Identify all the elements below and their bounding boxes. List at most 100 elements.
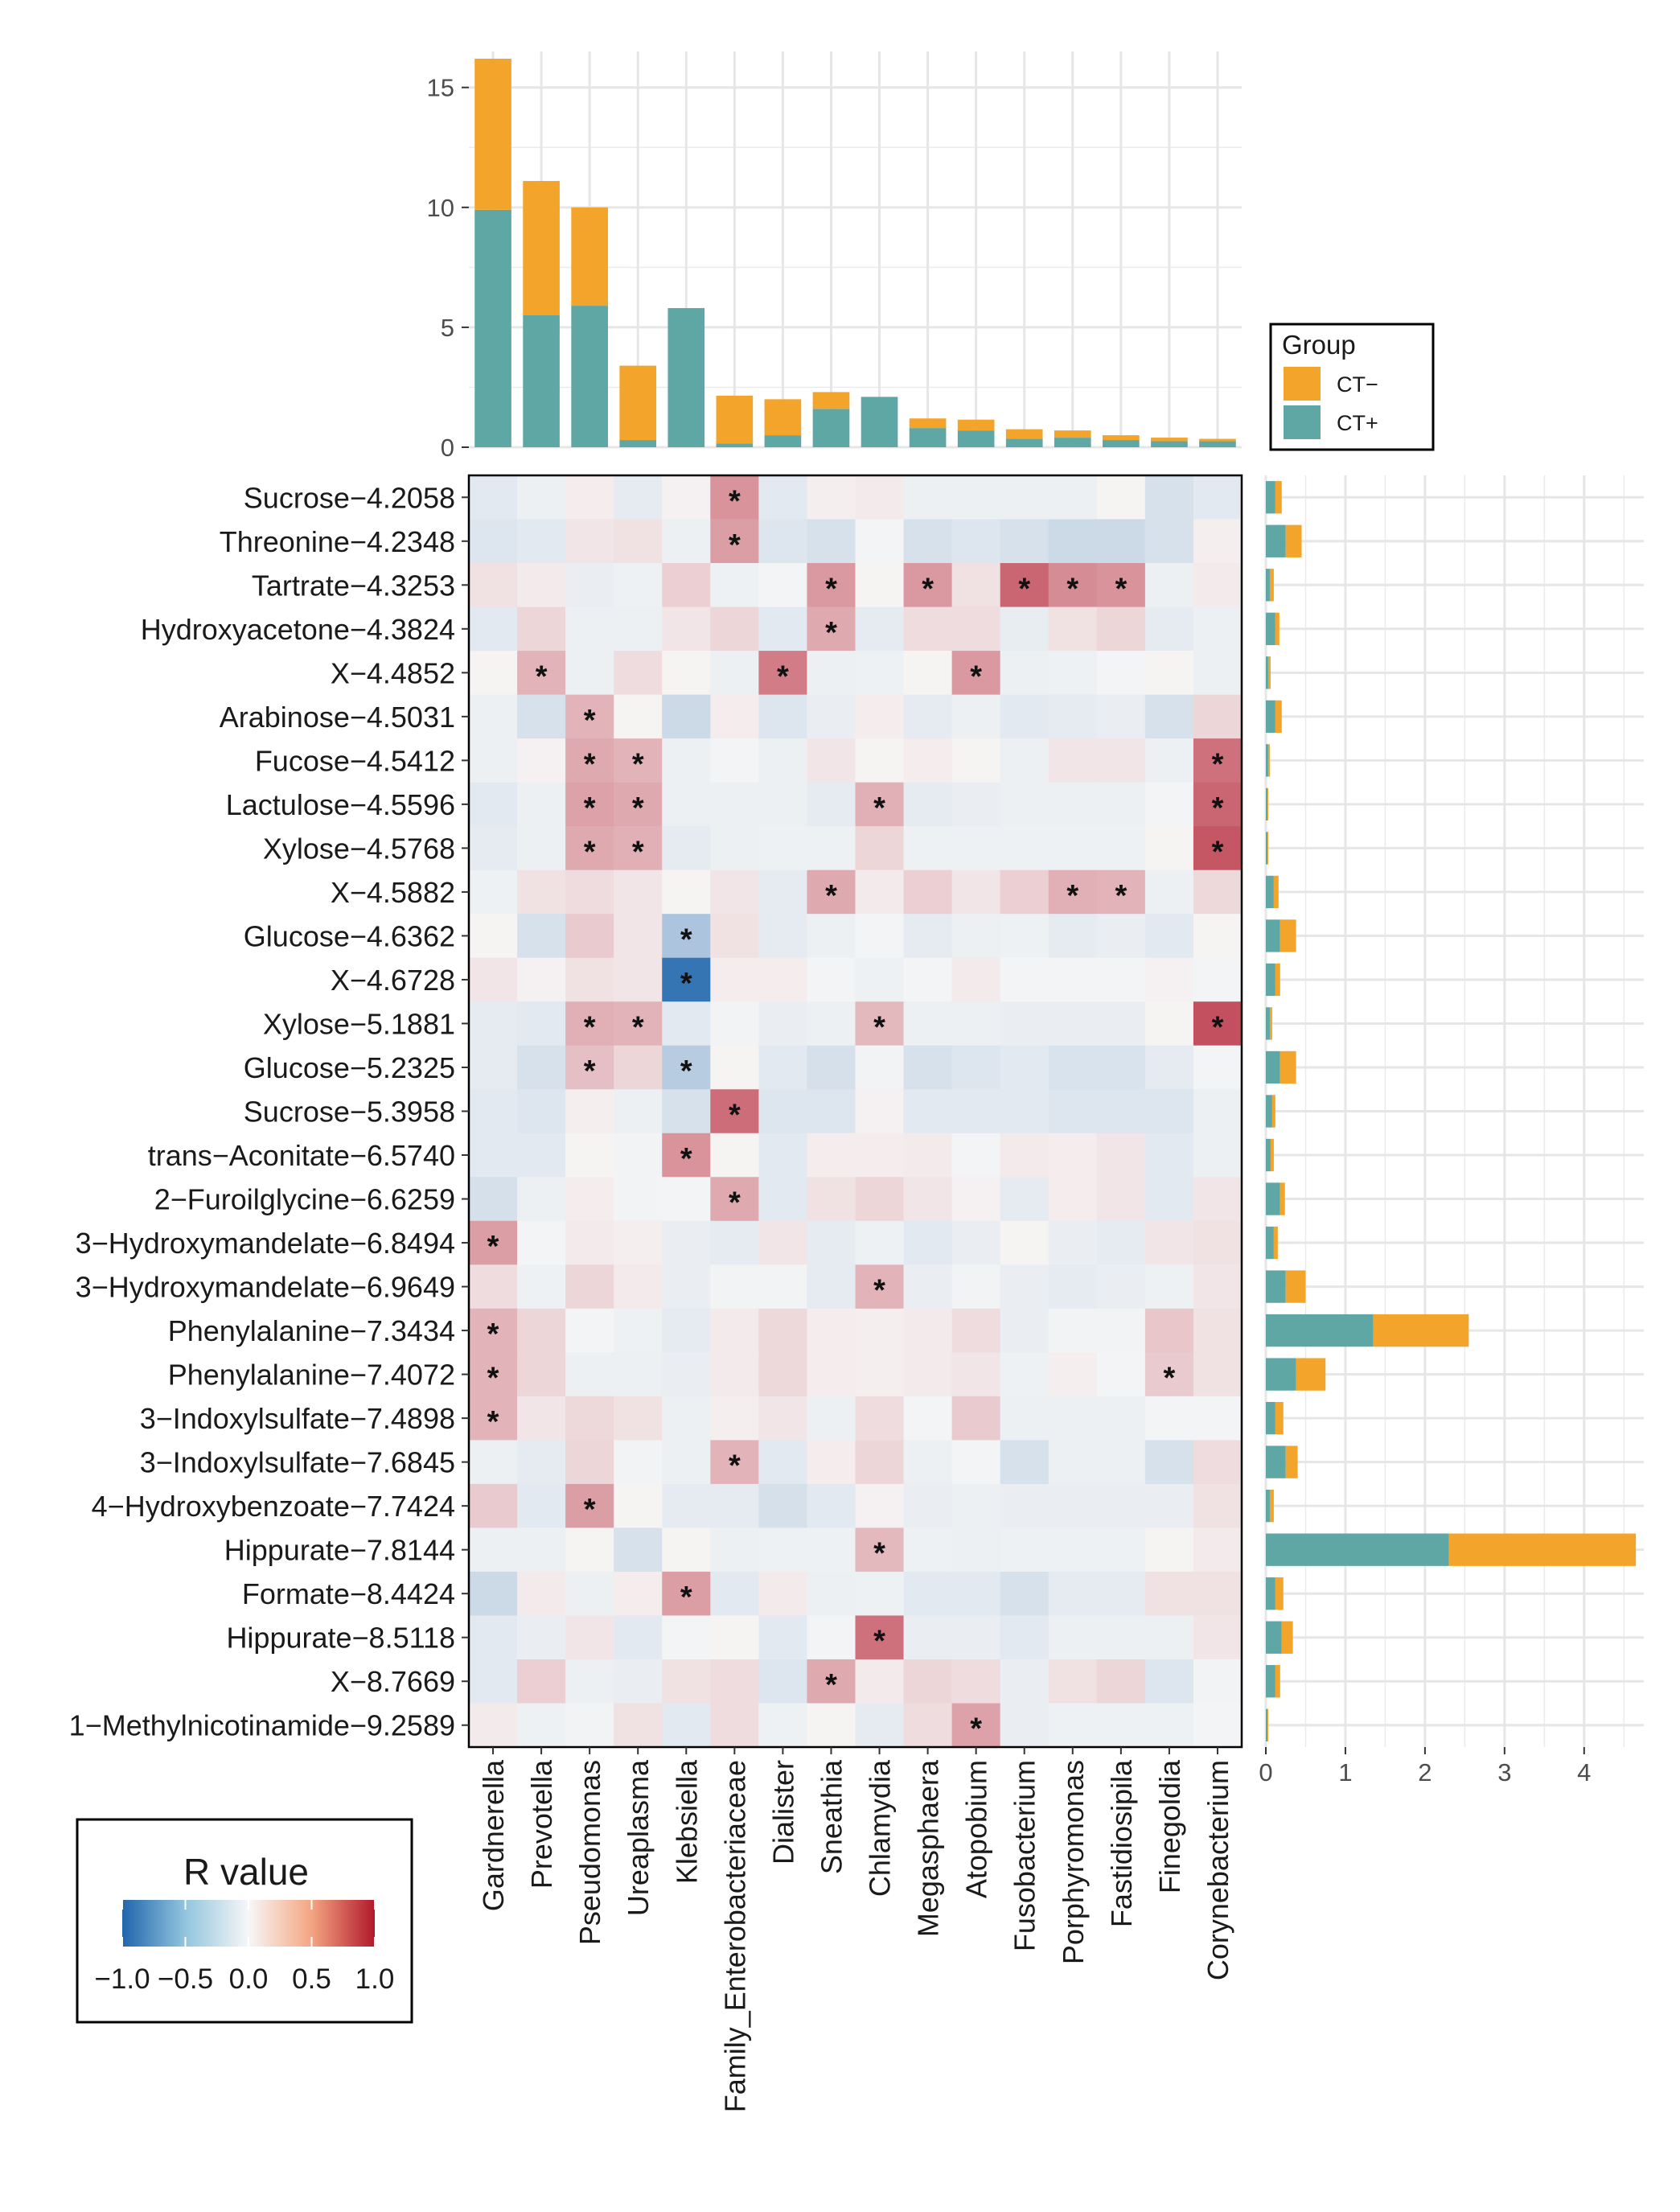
heatmap-cell [855,1308,905,1353]
heatmap-cell [565,563,614,608]
right-bar-ct-formate-8-4424 [1266,1577,1275,1610]
heatmap-cell [758,957,808,1002]
right-bar-x-axis: 0 1 2 3 4 [1259,1747,1591,1786]
heatmap-cell [614,1615,663,1660]
heatmap-cell [807,1352,856,1397]
heatmap-cell [662,1308,711,1353]
row-label-glucose-5-2325: Glucose−5.2325 [244,1051,455,1084]
heatmap-cell [1193,957,1243,1002]
heatmap-cell [710,1177,759,1222]
significance-star: * [970,1712,982,1746]
heatmap-cell [1193,651,1243,696]
heatmap-cell [1000,1264,1049,1310]
heatmap-cell [1000,1571,1049,1617]
heatmap-cell [662,1571,711,1617]
heatmap-cell [469,694,518,739]
right-bar-ct-4-hydroxybenzoate-7-7424 [1269,1489,1274,1523]
heatmap-cell [807,563,856,608]
heatmap-cell [1048,1264,1098,1310]
heatmap-cell [855,1659,905,1704]
heatmap-cell [614,1483,663,1529]
row-label-3-indoxylsulfate-7-6845: 3−Indoxylsulfate−7.6845 [140,1446,455,1479]
row-label-2-furoilglycine-6-6259: 2−Furoilglycine−6.6259 [154,1183,455,1216]
heatmap-cell [710,1396,759,1441]
right-bar-ct-3-indoxylsulfate-7-6845 [1285,1445,1298,1478]
column-label-ureaplasma: Ureaplasma [622,1759,655,1916]
heatmap-cell [951,1308,1001,1353]
row-label-sucrose-4-2058: Sucrose−4.2058 [244,481,455,514]
top-bar-ct-corynebacterium [1199,438,1236,442]
colorbar-tick-label: −0.5 [158,1963,213,1995]
heatmap-cell [1096,1177,1146,1222]
significance-star: * [487,1318,499,1351]
top-bar-ct-prevotella [523,181,560,315]
heatmap-cell [855,606,905,652]
row-label-xylose-5-1881: Xylose−5.1881 [263,1007,455,1040]
heatmap-cell [614,1133,663,1178]
heatmap-cell [1144,1527,1194,1573]
heatmap-cell [1000,1089,1049,1134]
heatmap-cell [903,1483,953,1529]
heatmap-cell [758,1659,808,1704]
heatmap-cell [951,1045,1001,1090]
row-label-hydroxyacetone-4-3824: Hydroxyacetone−4.3824 [141,613,455,646]
heatmap-cell [469,1703,518,1748]
heatmap-cell [710,957,759,1002]
heatmap-cell [951,738,1001,783]
heatmap-cell [614,1264,663,1310]
heatmap-cell [469,1177,518,1222]
heatmap-cell [517,1133,566,1178]
heatmap-cell [565,1177,614,1222]
heatmap-cell [614,738,663,783]
heatmap-cell [951,1615,1001,1660]
significance-star: * [584,704,596,738]
heatmap-cell [807,519,856,564]
heatmap-cell [855,870,905,915]
heatmap-cell [662,1615,711,1660]
heatmap-cell [1096,1045,1146,1090]
heatmap-cell [951,475,1001,520]
heatmap-cell [662,826,711,871]
top-bar-ct-fusobacterium [1005,438,1043,447]
heatmap-cell [469,1089,518,1134]
heatmap-cell [807,1133,856,1178]
column-label-sneathia: Sneathia [815,1759,848,1874]
heatmap-cell [1096,1352,1146,1397]
heatmap-cell [807,782,856,827]
row-label-glucose-4-6362: Glucose−4.6362 [244,919,455,952]
heatmap-cell [565,1001,614,1046]
heatmap-cell [903,606,953,652]
heatmap-cell [614,1440,663,1485]
right-bar-ct-hippurate-7-8144 [1448,1533,1637,1566]
heatmap-cell [1144,1352,1194,1397]
top-bar-ct-family-enterobacteriaceae [716,395,754,444]
heatmap-cell [1000,782,1049,827]
significance-star: * [1018,572,1030,606]
heatmap-cell [565,1659,614,1704]
heatmap-cell [951,1527,1001,1573]
right-bar-ct-arabinose-4-5031 [1275,700,1282,734]
right-bar-ct-sucrose-4-2058 [1266,481,1275,514]
heatmap-cell [855,914,905,959]
top-bar-ct-gardnerella [474,58,511,210]
right-bar-ct-arabinose-4-5031 [1266,700,1275,734]
heatmap-cell [662,1177,711,1222]
heatmap-cell [1048,1483,1098,1529]
heatmap-cell [565,694,614,739]
heatmap-cell [951,870,1001,915]
significance-star: * [584,1493,596,1527]
heatmap-cell [710,1220,759,1265]
heatmap-cell [1048,694,1098,739]
significance-star: * [680,967,692,1001]
heatmap-cell [1144,782,1194,827]
heatmap-cell [614,606,663,652]
heatmap-cell [1144,1177,1194,1222]
group-legend: Group CT− CT+ [1269,323,1435,451]
significance-star: * [873,1274,885,1308]
right-bar-ct-tartrate-4-3253 [1266,569,1270,602]
row-label-xylose-4-5768: Xylose−4.5768 [263,832,455,865]
heatmap-cell [903,1001,953,1046]
heatmap-cell [517,1659,566,1704]
heatmap-cell [903,1045,953,1090]
heatmap-cell [807,1571,856,1617]
